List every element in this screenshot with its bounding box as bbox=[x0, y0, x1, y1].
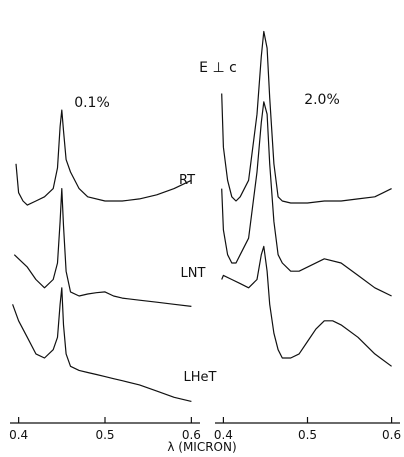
right-curve-lnt bbox=[221, 101, 392, 297]
left-curve-lnt bbox=[13, 188, 192, 307]
right-x-tick-label-1: 0.5 bbox=[298, 428, 317, 442]
right-x-tick-label-2: 0.6 bbox=[382, 428, 401, 442]
left-curve-lhet bbox=[12, 287, 192, 402]
right-x-tick-label-0: 0.4 bbox=[214, 428, 233, 442]
left-x-tick-label-0: 0.4 bbox=[9, 428, 28, 442]
x-axis-label: λ (MICRON) bbox=[167, 440, 236, 454]
right-curve-rt bbox=[221, 30, 392, 204]
curve-label-lhet: LHeT bbox=[184, 370, 217, 385]
left-curve-rt bbox=[15, 109, 192, 206]
polarization-annotation: E ⊥ c bbox=[199, 60, 237, 76]
right-curve-lhet bbox=[221, 245, 392, 367]
left-panel-0-1-percent: 0.4 0.5 0.6 bbox=[9, 109, 201, 442]
right-panel-2-0-percent: 0.4 0.5 0.6 bbox=[214, 30, 401, 442]
left-panel-label: 0.1% bbox=[74, 95, 110, 111]
right-panel-label: 2.0% bbox=[304, 92, 340, 108]
left-x-tick-label-2: 0.6 bbox=[182, 428, 201, 442]
curve-label-lnt: LNT bbox=[181, 266, 206, 281]
curve-label-rt: RT bbox=[179, 173, 195, 188]
left-x-tick-label-1: 0.5 bbox=[95, 428, 114, 442]
